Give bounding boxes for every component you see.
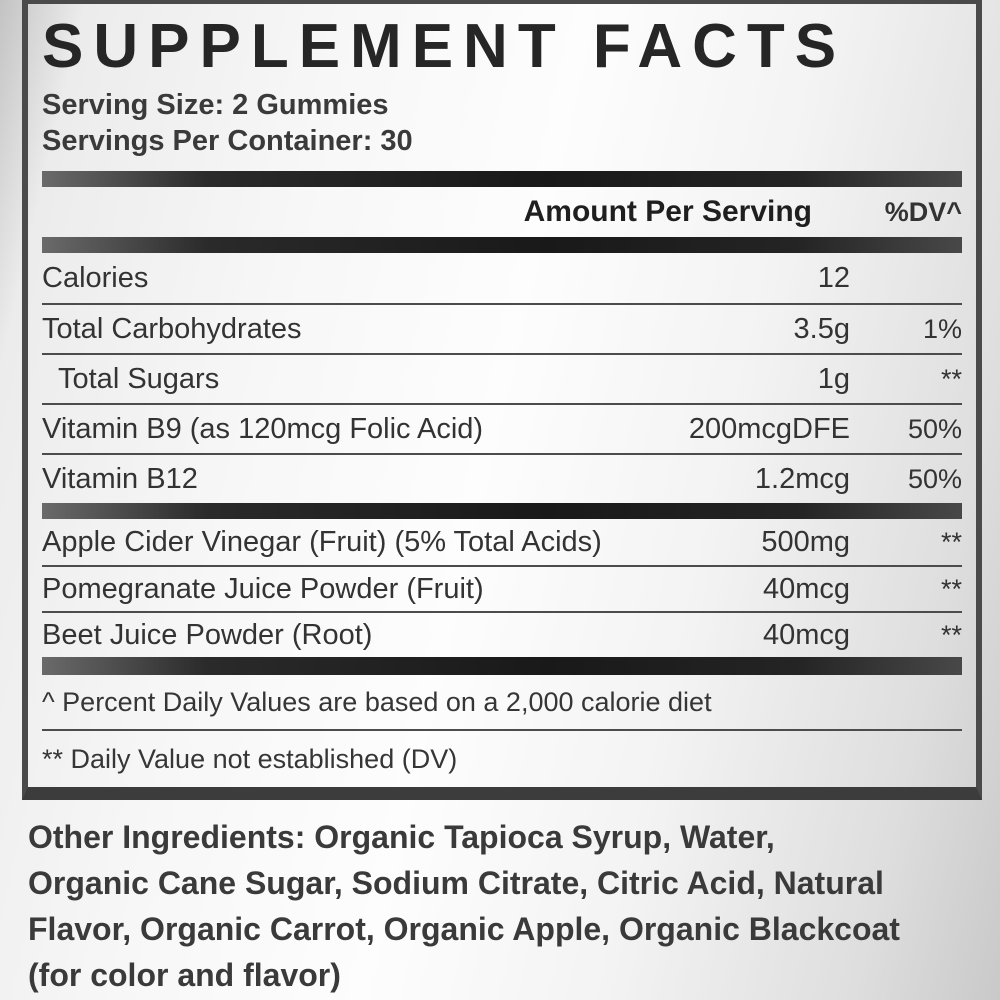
row-label: Vitamin B12: [42, 462, 198, 495]
row-label: Calories: [42, 261, 149, 294]
serving-info: Serving Size: 2 Gummies Servings Per Con…: [42, 87, 962, 159]
serving-size: Serving Size: 2 Gummies: [42, 89, 389, 121]
percent-dv-header: %DV^: [884, 196, 962, 227]
divider-bar-thick: [42, 503, 962, 519]
row-amount: 500mg: [761, 525, 850, 558]
row-label: Pomegranate Juice Powder (Fruit): [42, 572, 484, 605]
footnote-divider: [42, 729, 962, 731]
fact-row-vitamin-b12: Vitamin B12 1.2mcg 50%: [42, 453, 962, 503]
servings-per-container: Servings Per Container: 30: [42, 125, 413, 157]
row-dv: **: [940, 526, 962, 557]
row-amount: 200mcgDFE: [688, 412, 850, 445]
other-ingredients-line: Flavor, Organic Carrot, Organic Apple, O…: [28, 911, 900, 947]
other-ingredients-line: Other Ingredients: Organic Tapioca Syrup…: [28, 819, 775, 855]
footnote-daily-values: ^ Percent Daily Values are based on a 2,…: [42, 686, 712, 717]
fact-row-beet-juice-powder: Beet Juice Powder (Root) 40mcg **: [42, 611, 962, 657]
row-dv: 50%: [907, 463, 962, 494]
row-dv: 50%: [907, 413, 962, 444]
row-amount: 40mcg: [762, 572, 850, 605]
fact-row-total-carbohydrates: Total Carbohydrates 3.5g 1%: [42, 303, 962, 353]
row-amount: 1.2mcg: [754, 462, 850, 495]
column-header-row: Amount Per Serving %DV^: [42, 187, 962, 237]
row-label: Vitamin B9 (as 120mcg Folic Acid): [42, 412, 484, 445]
fact-row-vitamin-b9: Vitamin B9 (as 120mcg Folic Acid) 200mcg…: [42, 403, 962, 453]
divider-bar-thick: [42, 237, 962, 253]
other-ingredients-line: Organic Cane Sugar, Sodium Citrate, Citr…: [28, 865, 884, 901]
supplement-facts-panel: SUPPLEMENT FACTS Serving Size: 2 Gummies…: [22, 0, 982, 800]
row-amount: 40mcg: [762, 618, 850, 651]
fact-row-pomegranate-juice-powder: Pomegranate Juice Powder (Fruit) 40mcg *…: [42, 565, 962, 611]
row-amount: 1g: [817, 362, 850, 395]
row-dv: **: [940, 573, 962, 604]
amount-per-serving-header: Amount Per Serving: [523, 195, 812, 228]
row-label: Total Sugars: [58, 362, 220, 395]
botanical-rows-group: Apple Cider Vinegar (Fruit) (5% Total Ac…: [42, 519, 962, 657]
row-label: Apple Cider Vinegar (Fruit) (5% Total Ac…: [42, 525, 602, 558]
fact-row-total-sugars: Total Sugars 1g **: [42, 353, 962, 403]
panel-title: SUPPLEMENT FACTS: [42, 12, 847, 81]
row-dv: **: [940, 363, 962, 394]
row-label: Beet Juice Powder (Root): [42, 618, 373, 651]
fact-row-calories: Calories 12: [42, 253, 962, 303]
nutrient-rows-group: Calories 12 Total Carbohydrates 3.5g 1% …: [42, 253, 962, 503]
fact-row-apple-cider-vinegar: Apple Cider Vinegar (Fruit) (5% Total Ac…: [42, 519, 962, 565]
row-amount: 3.5g: [793, 312, 850, 345]
other-ingredients-paragraph: Other Ingredients: Organic Tapioca Syrup…: [28, 814, 988, 998]
row-dv: **: [940, 619, 962, 650]
row-label: Total Carbohydrates: [42, 312, 302, 345]
divider-bar-thick: [42, 171, 962, 187]
footnote-not-established: ** Daily Value not established (DV): [42, 743, 458, 774]
divider-bar-thick: [42, 657, 962, 675]
row-dv: 1%: [922, 313, 962, 344]
other-ingredients-line: (for color and flavor): [28, 957, 341, 993]
row-amount: 12: [817, 261, 850, 294]
